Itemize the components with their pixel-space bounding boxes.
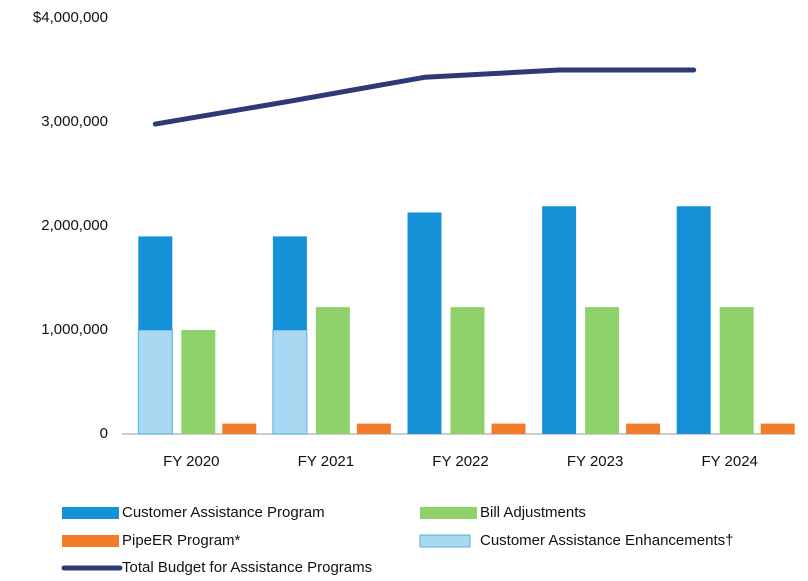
bar [137, 329, 173, 435]
legend-label: Customer Assistance Enhancements† [480, 532, 733, 549]
bar [719, 307, 754, 434]
legend-swatch [62, 535, 119, 547]
bar [315, 307, 350, 434]
x-tick-label: FY 2024 [701, 453, 757, 470]
bar [542, 206, 577, 434]
bar [407, 212, 442, 434]
y-tick-label: 2,000,000 [41, 217, 108, 234]
line [152, 67, 697, 127]
legend-swatch [419, 534, 471, 548]
bar [222, 423, 257, 434]
bar [585, 307, 620, 434]
bar [450, 307, 485, 434]
bar [676, 206, 711, 434]
bar [626, 423, 661, 434]
legend-label: PipeER Program* [122, 532, 241, 549]
x-tick-label: FY 2020 [163, 453, 219, 470]
bar [356, 423, 391, 434]
x-tick-label: FY 2023 [567, 453, 623, 470]
bar [491, 423, 526, 434]
legend-swatch [420, 507, 477, 519]
y-tick-label: 0 [100, 425, 108, 442]
bar [272, 236, 307, 330]
y-tick-label: 1,000,000 [41, 321, 108, 338]
x-tick-label: FY 2021 [298, 453, 354, 470]
y-tick-label: 3,000,000 [41, 113, 108, 130]
legend-label: Total Budget for Assistance Programs [122, 559, 372, 576]
y-tick-label: $4,000,000 [33, 9, 108, 26]
legend-label: Bill Adjustments [480, 504, 586, 521]
bar [272, 329, 308, 435]
bar [181, 330, 216, 434]
legend-label: Customer Assistance Program [122, 504, 325, 521]
bar [760, 423, 795, 434]
x-tick-label: FY 2022 [432, 453, 488, 470]
legend-swatch [62, 507, 119, 519]
bar [138, 236, 173, 330]
